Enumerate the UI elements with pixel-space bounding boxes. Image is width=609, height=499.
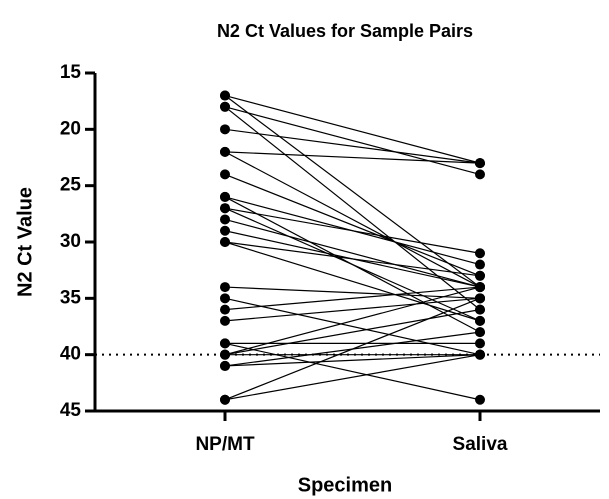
data-point	[475, 270, 485, 281]
pair-line	[224, 241, 481, 277]
pair-line	[224, 354, 481, 367]
data-point	[475, 338, 485, 349]
data-point	[220, 191, 230, 202]
data-point	[475, 282, 485, 293]
data-point	[475, 304, 485, 315]
y-tick-label: 40	[60, 344, 81, 365]
x-tick-label: Saliva	[453, 434, 508, 455]
y-tick-label: 20	[60, 118, 81, 139]
data-point	[220, 349, 230, 360]
pair-line	[224, 151, 481, 288]
pair-line	[224, 286, 481, 311]
pair-line	[224, 128, 481, 164]
data-point	[475, 327, 485, 338]
data-point	[220, 338, 230, 349]
x-tick-label: NP/MT	[195, 434, 255, 455]
y-tick-label: 45	[60, 400, 82, 421]
pair-line	[224, 342, 481, 401]
pair-line	[224, 354, 481, 401]
data-point	[475, 315, 485, 326]
data-point	[220, 282, 230, 293]
data-point	[220, 124, 230, 135]
pair-line	[224, 218, 481, 288]
pair-line	[224, 297, 481, 401]
data-point	[220, 293, 230, 304]
pair-line	[224, 286, 481, 356]
pair-line	[224, 173, 481, 277]
y-axis-label: N2 Ct Value	[14, 187, 36, 297]
data-point	[475, 394, 485, 405]
pair-line	[224, 106, 481, 175]
data-point	[220, 203, 230, 214]
y-tick-label: 15	[60, 62, 82, 83]
y-tick-label: 25	[60, 175, 82, 196]
chart-title: N2 Ct Values for Sample Pairs	[217, 21, 473, 41]
data-point	[220, 315, 230, 326]
pair-line	[224, 297, 481, 322]
data-point	[220, 169, 230, 180]
data-point	[475, 158, 485, 169]
pair-line	[224, 286, 481, 299]
pair-line	[224, 297, 481, 356]
pair-line	[224, 151, 481, 164]
data-point	[220, 90, 230, 101]
data-point	[220, 146, 230, 157]
y-tick-label: 30	[60, 231, 81, 252]
data-point	[475, 293, 485, 304]
data-point	[220, 101, 230, 112]
data-point	[220, 304, 230, 315]
data-point	[475, 248, 485, 259]
pair-line	[224, 241, 481, 322]
pair-line	[224, 94, 481, 164]
data-point	[220, 237, 230, 247]
pair-line	[224, 207, 481, 254]
data-point	[220, 394, 230, 405]
data-point	[220, 214, 230, 225]
y-tick-label: 35	[60, 287, 82, 308]
pair-line	[224, 95, 481, 288]
x-axis-label: Specimen	[298, 474, 392, 496]
pair-line	[224, 309, 481, 356]
data-point	[220, 360, 230, 371]
data-point	[220, 225, 230, 236]
data-point	[475, 169, 485, 180]
data-point	[475, 259, 485, 270]
data-point	[475, 349, 485, 360]
